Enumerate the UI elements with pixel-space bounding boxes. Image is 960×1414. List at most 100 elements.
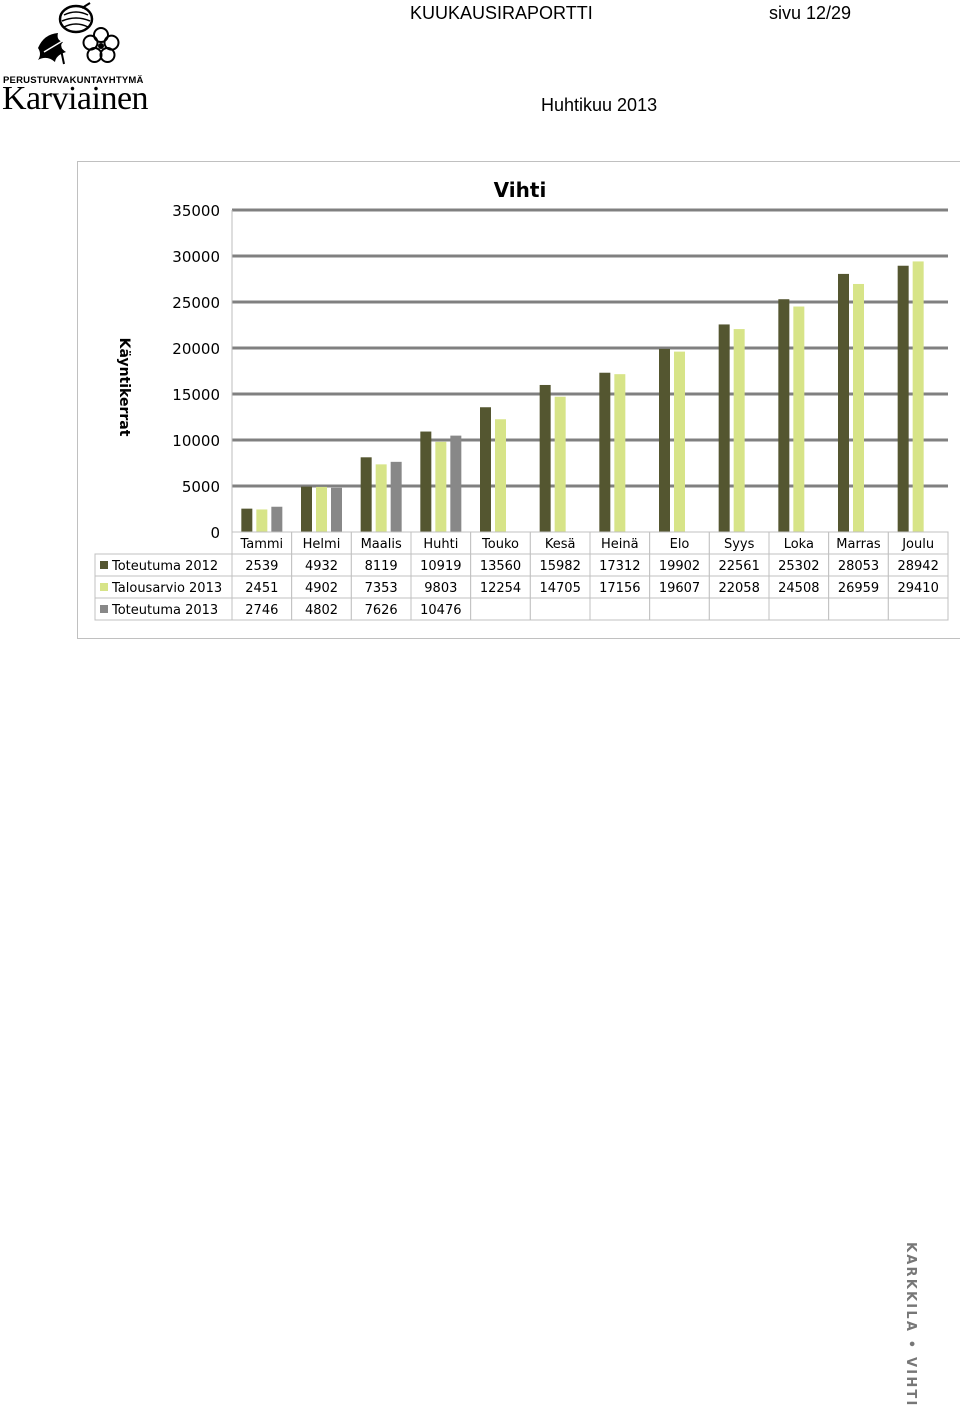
bar <box>420 432 431 532</box>
x-tick-label: Elo <box>670 537 690 552</box>
data-label: 4902 <box>305 581 338 596</box>
data-label: 15982 <box>539 559 580 574</box>
bar <box>898 266 909 532</box>
x-tick-label: Joulu <box>901 537 934 552</box>
table-cell <box>769 598 829 620</box>
y-tick-label: 25000 <box>172 294 220 312</box>
legend-label: Toteutuma 2013 <box>111 603 218 618</box>
data-label: 4802 <box>305 603 338 618</box>
x-tick-label: Kesä <box>545 537 576 552</box>
report-title: KUUKAUSIRAPORTTI <box>410 3 593 24</box>
x-tick-label: Syys <box>724 537 755 552</box>
bar <box>495 419 506 532</box>
bar <box>555 397 566 532</box>
bar <box>331 488 342 532</box>
bar <box>913 261 924 532</box>
bar <box>719 324 730 532</box>
chart-frame: Vihti Käyntikerrat 0 5000 10000 15000 20000 2… <box>77 161 960 639</box>
data-label: 10919 <box>420 559 461 574</box>
bar <box>376 464 387 532</box>
bar <box>614 374 625 532</box>
x-tick-label: Loka <box>784 537 814 552</box>
bar <box>450 436 461 532</box>
x-tick-label: Maalis <box>361 537 402 552</box>
data-label: 17312 <box>599 559 640 574</box>
bar <box>271 507 282 532</box>
table-cell <box>888 598 948 620</box>
bar <box>659 349 670 532</box>
x-tick-label: Helmi <box>303 537 341 552</box>
legend-swatch <box>100 583 108 591</box>
legend-swatch <box>100 605 108 613</box>
x-tick-label: Heinä <box>601 537 639 552</box>
data-label: 4932 <box>305 559 338 574</box>
y-tick-label: 10000 <box>172 432 220 450</box>
gooseberry-flower-icon <box>0 0 155 75</box>
bar <box>361 457 372 532</box>
data-label: 19902 <box>659 559 700 574</box>
data-label: 26959 <box>838 581 879 596</box>
table-cell <box>590 598 650 620</box>
legend-swatch <box>100 561 108 569</box>
data-label: 14705 <box>539 581 580 596</box>
data-label: 12254 <box>480 581 521 596</box>
brand-name: Karviainen <box>2 80 148 118</box>
karviainen-logo: PERUSTURVAKUNTAYHTYMÄ Karviainen <box>0 0 155 125</box>
bar <box>316 487 327 532</box>
bar-chart: Vihti Käyntikerrat 0 5000 10000 15000 20000 2… <box>77 161 960 639</box>
bar <box>540 385 551 532</box>
y-tick-label: 0 <box>210 524 220 542</box>
bar <box>734 329 745 532</box>
data-label: 22561 <box>718 559 759 574</box>
chart-title: Vihti <box>494 178 547 202</box>
data-label: 29410 <box>897 581 938 596</box>
data-label: 13560 <box>480 559 521 574</box>
legend-label: Toteutuma 2012 <box>111 559 218 574</box>
data-label: 28053 <box>838 559 879 574</box>
data-label: 25302 <box>778 559 819 574</box>
bar <box>793 307 804 532</box>
data-label: 2746 <box>245 603 278 618</box>
y-tick-label: 30000 <box>172 248 220 266</box>
x-tick-label: Tammi <box>239 537 283 552</box>
data-label: 7626 <box>365 603 398 618</box>
y-tick-label: 15000 <box>172 386 220 404</box>
bar <box>301 487 312 532</box>
table-cell <box>471 598 531 620</box>
y-tick-label: 20000 <box>172 340 220 358</box>
bar <box>435 442 446 532</box>
page-number: sivu 12/29 <box>769 3 851 24</box>
bar <box>241 509 252 532</box>
x-tick-label: Touko <box>481 537 519 552</box>
data-label: 24508 <box>778 581 819 596</box>
table-cell <box>650 598 710 620</box>
bar <box>778 299 789 532</box>
data-label: 2539 <box>245 559 278 574</box>
data-label: 9803 <box>424 581 457 596</box>
bar <box>853 284 864 532</box>
x-tick-label: Huhti <box>423 537 458 552</box>
y-axis-label: Käyntikerrat <box>116 338 132 437</box>
bar <box>838 274 849 532</box>
bar <box>599 373 610 532</box>
data-label: 10476 <box>420 603 461 618</box>
bar <box>256 509 267 532</box>
y-tick-label: 35000 <box>172 202 220 220</box>
table-cell <box>530 598 590 620</box>
data-label: 7353 <box>365 581 398 596</box>
side-text-municipalities: KARKKILA • VIHTI <box>897 1240 937 1410</box>
x-tick-label: Marras <box>836 537 881 552</box>
data-label: 22058 <box>718 581 759 596</box>
bar <box>674 352 685 532</box>
y-tick-label: 5000 <box>182 478 220 496</box>
table-cell <box>709 598 769 620</box>
data-label: 8119 <box>365 559 398 574</box>
data-label: 19607 <box>659 581 700 596</box>
legend-label: Talousarvio 2013 <box>111 581 222 596</box>
side-text-label: KARKKILA • VIHTI <box>903 1242 918 1408</box>
data-label: 17156 <box>599 581 640 596</box>
bar <box>391 462 402 532</box>
bar <box>480 407 491 532</box>
report-period: Huhtikuu 2013 <box>541 95 657 116</box>
data-label: 2451 <box>245 581 278 596</box>
